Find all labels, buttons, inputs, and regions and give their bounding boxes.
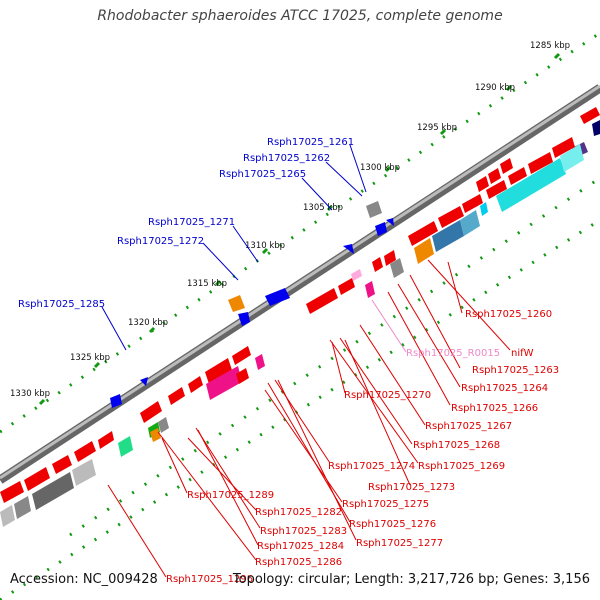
gene-label-reverse[interactable]: Rsph17025_1276 <box>349 519 436 530</box>
inner-scale-ruler-2 <box>69 176 600 537</box>
gene-label-forward[interactable]: Rsph17025_1261 <box>267 137 354 148</box>
kbp-label: 1285 kbp <box>530 41 570 51</box>
gene-label-reverse[interactable]: Rsph17025_1273 <box>368 482 455 493</box>
gene-label-reverse[interactable]: Rsph17025_1277 <box>356 538 443 549</box>
genome-backbone <box>0 84 600 484</box>
gene-label-forward[interactable]: Rsph17025_1285 <box>18 299 105 310</box>
gene-arrow-1265[interactable] <box>343 244 354 254</box>
kbp-label: 1310 kbp <box>245 241 285 251</box>
accession-text: Accession: NC_009428 <box>10 572 158 587</box>
gene-label-forward[interactable]: Rsph17025_1272 <box>117 236 204 247</box>
gene-label-reverse[interactable]: Rsph17025_1275 <box>342 499 429 510</box>
kbp-label: 1315 kbp <box>187 279 227 289</box>
gene-label-forward[interactable]: Rsph17025_1271 <box>148 217 235 228</box>
gene-arrow-1262[interactable] <box>375 222 387 236</box>
kbp-label: 1305 kbp <box>303 203 343 213</box>
forward-label-leaders <box>101 144 367 351</box>
gene-label-reverse[interactable]: Rsph17025_1266 <box>451 403 538 414</box>
kbp-label: 1295 kbp <box>417 123 457 133</box>
gene-label-reverse[interactable]: Rsph17025_1283 <box>260 526 347 537</box>
gene-label-rna[interactable]: Rsph17025_R0015 <box>406 348 500 359</box>
gene-block-orange[interactable] <box>228 295 245 312</box>
gene-block-navy[interactable] <box>592 120 600 136</box>
kbp-label: 1325 kbp <box>70 353 110 363</box>
gene-label-reverse[interactable]: Rsph17025_1269 <box>418 461 505 472</box>
gene-label-reverse[interactable]: Rsph17025_1274 <box>328 461 415 472</box>
gene-label-reverse[interactable]: Rsph17025_1296 <box>166 574 253 585</box>
genome-backbone-highlight <box>0 84 600 480</box>
rna-label-leader <box>371 299 407 353</box>
gene-arrow-1272[interactable] <box>238 312 250 326</box>
gene-block-gray[interactable] <box>366 201 382 218</box>
kbp-label: 1300 kbp <box>360 163 400 173</box>
genome-summary-text: Topology: circular; Length: 3,217,726 bp… <box>232 572 590 587</box>
gene-label-reverse[interactable]: Rsph17025_1286 <box>255 557 342 568</box>
inner-track-features <box>0 144 584 527</box>
gene-label-reverse[interactable]: Rsph17025_1289 <box>187 490 274 501</box>
reverse-strand-features <box>0 107 600 503</box>
gene-label-reverse[interactable]: nifW <box>511 348 534 359</box>
gene-label-reverse[interactable]: Rsph17025_1264 <box>461 383 548 394</box>
forward-strand-features <box>110 120 600 408</box>
gene-label-reverse[interactable]: Rsph17025_1282 <box>255 507 342 518</box>
gene-label-reverse[interactable]: Rsph17025_1263 <box>472 365 559 376</box>
gene-arrow[interactable] <box>140 377 148 386</box>
gene-arrow-1261[interactable] <box>386 218 394 226</box>
map-title: Rhodobacter sphaeroides ATCC 17025, comp… <box>97 8 503 24</box>
gene-label-reverse[interactable]: Rsph17025_1268 <box>413 440 500 451</box>
gene-label-reverse[interactable]: Rsph17025_1270 <box>344 390 431 401</box>
gene-label-forward[interactable]: Rsph17025_1262 <box>243 153 330 164</box>
gene-label-forward[interactable]: Rsph17025_1265 <box>219 169 306 180</box>
gene-arrow-1271[interactable] <box>265 288 290 306</box>
gene-label-reverse[interactable]: Rsph17025_1260 <box>465 309 552 320</box>
kbp-label: 1330 kbp <box>10 389 50 399</box>
kbp-label: 1290 kbp <box>475 83 515 93</box>
kbp-tick-marks <box>38 52 561 406</box>
gene-label-reverse[interactable]: Rsph17025_1267 <box>425 421 512 432</box>
reverse-label-leaders <box>107 259 511 578</box>
gene-arrow-1285[interactable] <box>110 394 122 408</box>
gene-label-reverse[interactable]: Rsph17025_1284 <box>257 541 344 552</box>
kbp-label: 1320 kbp <box>128 318 168 328</box>
